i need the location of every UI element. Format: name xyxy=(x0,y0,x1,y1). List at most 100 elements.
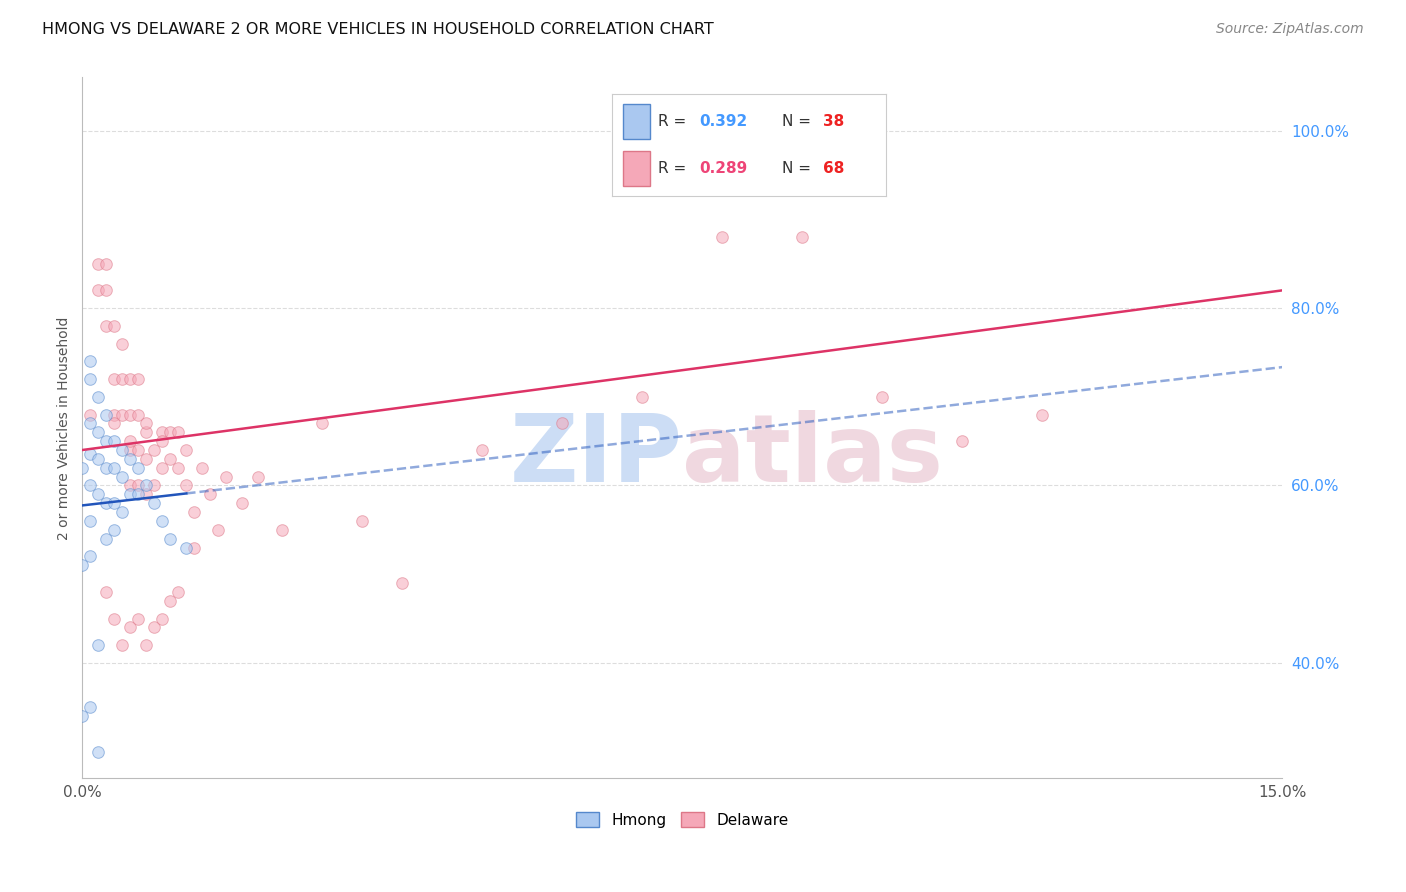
Point xyxy=(87,390,110,404)
Point xyxy=(176,442,198,457)
Text: ZIP: ZIP xyxy=(509,409,682,502)
Point xyxy=(135,638,157,652)
Point xyxy=(127,372,149,386)
Text: 0.392: 0.392 xyxy=(699,114,748,128)
Point xyxy=(127,478,149,492)
Legend: Hmong, Delaware: Hmong, Delaware xyxy=(569,805,794,834)
Point xyxy=(311,417,333,431)
Point xyxy=(150,514,173,528)
Point xyxy=(127,611,149,625)
Point xyxy=(120,620,142,634)
Point xyxy=(143,442,166,457)
Point xyxy=(631,390,654,404)
Point xyxy=(150,425,173,440)
Point xyxy=(167,585,190,599)
Point xyxy=(952,434,974,449)
Point xyxy=(159,425,181,440)
Point xyxy=(103,318,125,333)
Point xyxy=(96,318,118,333)
Text: Source: ZipAtlas.com: Source: ZipAtlas.com xyxy=(1216,22,1364,37)
Point xyxy=(72,460,94,475)
FancyBboxPatch shape xyxy=(623,151,650,186)
Point xyxy=(96,585,118,599)
Point xyxy=(471,442,494,457)
Point xyxy=(79,514,101,528)
Text: N =: N = xyxy=(782,114,815,128)
Point xyxy=(183,505,205,519)
Point xyxy=(111,408,134,422)
Point xyxy=(135,451,157,466)
Point xyxy=(150,611,173,625)
Point xyxy=(111,336,134,351)
Point xyxy=(391,576,413,591)
Point xyxy=(103,417,125,431)
Text: 38: 38 xyxy=(823,114,844,128)
Point xyxy=(87,745,110,759)
Point xyxy=(792,230,814,244)
Point xyxy=(103,523,125,537)
Point xyxy=(231,496,253,510)
Text: R =: R = xyxy=(658,114,692,128)
Point xyxy=(150,460,173,475)
Point xyxy=(79,478,101,492)
Point xyxy=(120,487,142,501)
Point xyxy=(159,594,181,608)
Point xyxy=(87,283,110,297)
Point xyxy=(200,487,222,501)
Point xyxy=(72,709,94,723)
Point xyxy=(96,460,118,475)
Point xyxy=(120,408,142,422)
Point xyxy=(207,523,229,537)
Point xyxy=(150,434,173,449)
Point xyxy=(247,469,270,483)
Point xyxy=(127,487,149,501)
Point xyxy=(143,496,166,510)
Point xyxy=(215,469,238,483)
Point xyxy=(159,451,181,466)
Point xyxy=(103,460,125,475)
Point xyxy=(551,417,574,431)
Point xyxy=(120,478,142,492)
Point xyxy=(191,460,214,475)
Point xyxy=(120,372,142,386)
Point xyxy=(120,442,142,457)
Point xyxy=(87,638,110,652)
Point xyxy=(271,523,294,537)
Point xyxy=(96,532,118,546)
Point xyxy=(79,354,101,368)
Y-axis label: 2 or more Vehicles in Household: 2 or more Vehicles in Household xyxy=(58,316,72,540)
Point xyxy=(143,478,166,492)
Point xyxy=(183,541,205,555)
Point xyxy=(120,451,142,466)
Point xyxy=(96,283,118,297)
Point xyxy=(159,532,181,546)
Point xyxy=(1031,408,1053,422)
Point xyxy=(120,434,142,449)
Point xyxy=(111,638,134,652)
Point xyxy=(87,425,110,440)
Point xyxy=(176,478,198,492)
Point xyxy=(135,487,157,501)
Text: R =: R = xyxy=(658,161,692,176)
Point xyxy=(79,447,101,461)
Point xyxy=(103,408,125,422)
Text: 68: 68 xyxy=(823,161,844,176)
Point xyxy=(79,700,101,714)
Point xyxy=(96,496,118,510)
Point xyxy=(87,487,110,501)
Point xyxy=(79,408,101,422)
Point xyxy=(79,549,101,564)
Point xyxy=(711,230,734,244)
Text: HMONG VS DELAWARE 2 OR MORE VEHICLES IN HOUSEHOLD CORRELATION CHART: HMONG VS DELAWARE 2 OR MORE VEHICLES IN … xyxy=(42,22,714,37)
Point xyxy=(79,372,101,386)
FancyBboxPatch shape xyxy=(623,104,650,139)
Text: 0.289: 0.289 xyxy=(699,161,748,176)
Point xyxy=(111,372,134,386)
Point xyxy=(127,442,149,457)
Point xyxy=(111,442,134,457)
Point xyxy=(143,620,166,634)
Point xyxy=(176,541,198,555)
Point xyxy=(79,417,101,431)
Point xyxy=(72,558,94,573)
Point xyxy=(103,611,125,625)
